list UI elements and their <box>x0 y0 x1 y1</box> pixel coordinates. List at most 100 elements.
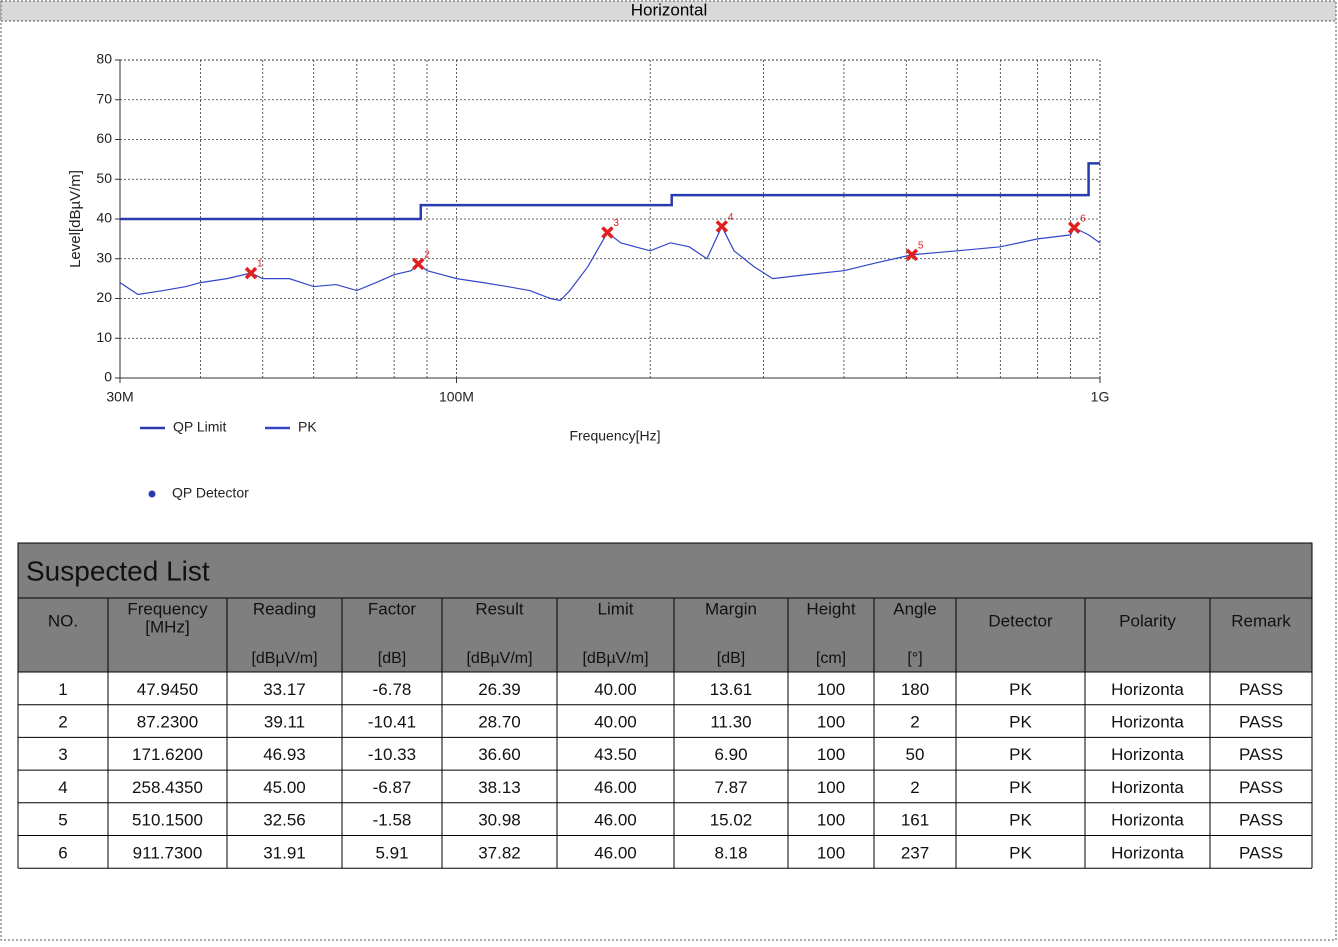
table-cell: 33.17 <box>263 680 306 699</box>
table-cell: Horizonta <box>1111 778 1184 797</box>
x-tick-label: 1G <box>1091 389 1110 405</box>
y-tick-label: 50 <box>96 170 112 186</box>
table-cell: 100 <box>817 713 845 732</box>
table-cell: PK <box>1009 713 1032 732</box>
table-cell: PK <box>1009 778 1032 797</box>
column-unit: [dBµV/m] <box>466 650 532 667</box>
y-axis-label: Level[dBµV/m] <box>67 170 84 268</box>
table-cell: 15.02 <box>710 811 753 830</box>
table-cell: PK <box>1009 680 1032 699</box>
table-cell: 30.98 <box>478 811 521 830</box>
x-tick-label: 30M <box>106 389 133 405</box>
table-cell: 5.91 <box>375 843 408 862</box>
table-header-bg <box>17 597 1313 673</box>
column-header: [MHz] <box>145 617 189 636</box>
marker-label: 2 <box>424 250 430 261</box>
chart: 0 10 20 30 40 50 60 70 80 30M 100M 1G Level[dBµV/m] F… <box>67 51 1109 501</box>
legend-swatch <box>148 490 156 498</box>
table-cell: 911.7300 <box>133 843 203 862</box>
table-cell: 2 <box>910 713 919 732</box>
column-unit: [dB] <box>378 650 406 667</box>
table-cell: PK <box>1009 811 1032 830</box>
table-cell: 46.00 <box>594 843 637 862</box>
table-cell: PASS <box>1239 811 1283 830</box>
table: Suspected List NO. Frequency[MHz] Reading [d… <box>17 542 1313 869</box>
marker <box>905 248 919 262</box>
y-tick-label: 30 <box>96 249 112 265</box>
column-header: NO. <box>48 611 78 630</box>
table-cell: 13.61 <box>710 680 753 699</box>
table-cell: 100 <box>817 778 845 797</box>
table-cell: 38.13 <box>478 778 521 797</box>
y-tick-label: 20 <box>96 289 112 305</box>
column-header: Angle <box>893 599 936 618</box>
table-cell: 31.91 <box>263 843 306 862</box>
header-title: Horizontal <box>631 0 708 19</box>
column-unit: [°] <box>907 650 922 667</box>
table-cell: 46.93 <box>263 745 306 764</box>
column-unit: [dBµV/m] <box>251 650 317 667</box>
table-cell: -6.78 <box>373 680 412 699</box>
table-cell: 39.11 <box>264 713 305 732</box>
table-cell: Horizonta <box>1111 713 1184 732</box>
table-cell: 43.50 <box>594 745 637 764</box>
table-cell: 100 <box>817 680 845 699</box>
column-unit: [dBµV/m] <box>582 650 648 667</box>
x-axis-label: Frequency[Hz] <box>569 428 660 444</box>
header-bar <box>0 0 1337 22</box>
table-cell: 3 <box>58 745 67 764</box>
table-cell: 171.6200 <box>132 745 203 764</box>
marker <box>412 257 425 271</box>
table-cell: 6.90 <box>714 745 747 764</box>
column-unit: [cm] <box>816 650 846 667</box>
y-tick-label: 40 <box>96 210 112 226</box>
table-cell: 8.18 <box>714 843 747 862</box>
column-header: Reading <box>253 599 316 618</box>
y-tick-label: 80 <box>96 51 112 67</box>
table-cell: 2 <box>910 778 919 797</box>
column-unit: [dB] <box>717 650 745 667</box>
table-cell: 258.4350 <box>132 778 203 797</box>
table-cell: 28.70 <box>478 713 521 732</box>
table-cell: 180 <box>901 680 929 699</box>
marker <box>715 220 729 233</box>
legend-label: QP Detector <box>172 485 249 501</box>
series-line <box>119 225 1101 302</box>
y-tick-label: 70 <box>96 90 112 106</box>
table-cell: 45.00 <box>263 778 306 797</box>
table-cell: PASS <box>1239 778 1283 797</box>
marker-label: 1 <box>257 259 263 270</box>
table-cell: 46.00 <box>594 811 637 830</box>
table-cell: 26.39 <box>478 680 521 699</box>
column-header: Factor <box>368 599 417 618</box>
table-cell: 100 <box>817 745 845 764</box>
table-cell: PASS <box>1239 713 1283 732</box>
table-cell: 100 <box>817 811 845 830</box>
marker-label: 5 <box>918 240 924 251</box>
marker <box>244 266 258 280</box>
table-cell: 40.00 <box>594 713 637 732</box>
table-cell: Horizonta <box>1111 680 1184 699</box>
column-header: Limit <box>598 599 634 618</box>
x-tick-label: 100M <box>439 389 474 405</box>
table-cell: 46.00 <box>594 778 637 797</box>
marker-label: 4 <box>728 212 734 223</box>
table-cell: PK <box>1009 745 1032 764</box>
table-cell: 1 <box>58 680 67 699</box>
table-cell: Horizonta <box>1111 745 1184 764</box>
table-cell: -6.87 <box>373 778 412 797</box>
marker-label: 6 <box>1080 213 1086 224</box>
table-cell: 4 <box>58 778 67 797</box>
column-header: Frequency <box>127 599 208 618</box>
table-cell: 161 <box>901 811 929 830</box>
table-cell: 2 <box>58 713 67 732</box>
series-line <box>120 162 1100 221</box>
column-header: Polarity <box>1119 611 1176 630</box>
table-cell: 6 <box>58 843 67 862</box>
table-cell: 50 <box>906 745 925 764</box>
table-cell: 100 <box>817 843 845 862</box>
marker-label: 3 <box>613 218 619 229</box>
table-cell: 87.2300 <box>137 713 198 732</box>
table-title-bar <box>17 542 1313 599</box>
